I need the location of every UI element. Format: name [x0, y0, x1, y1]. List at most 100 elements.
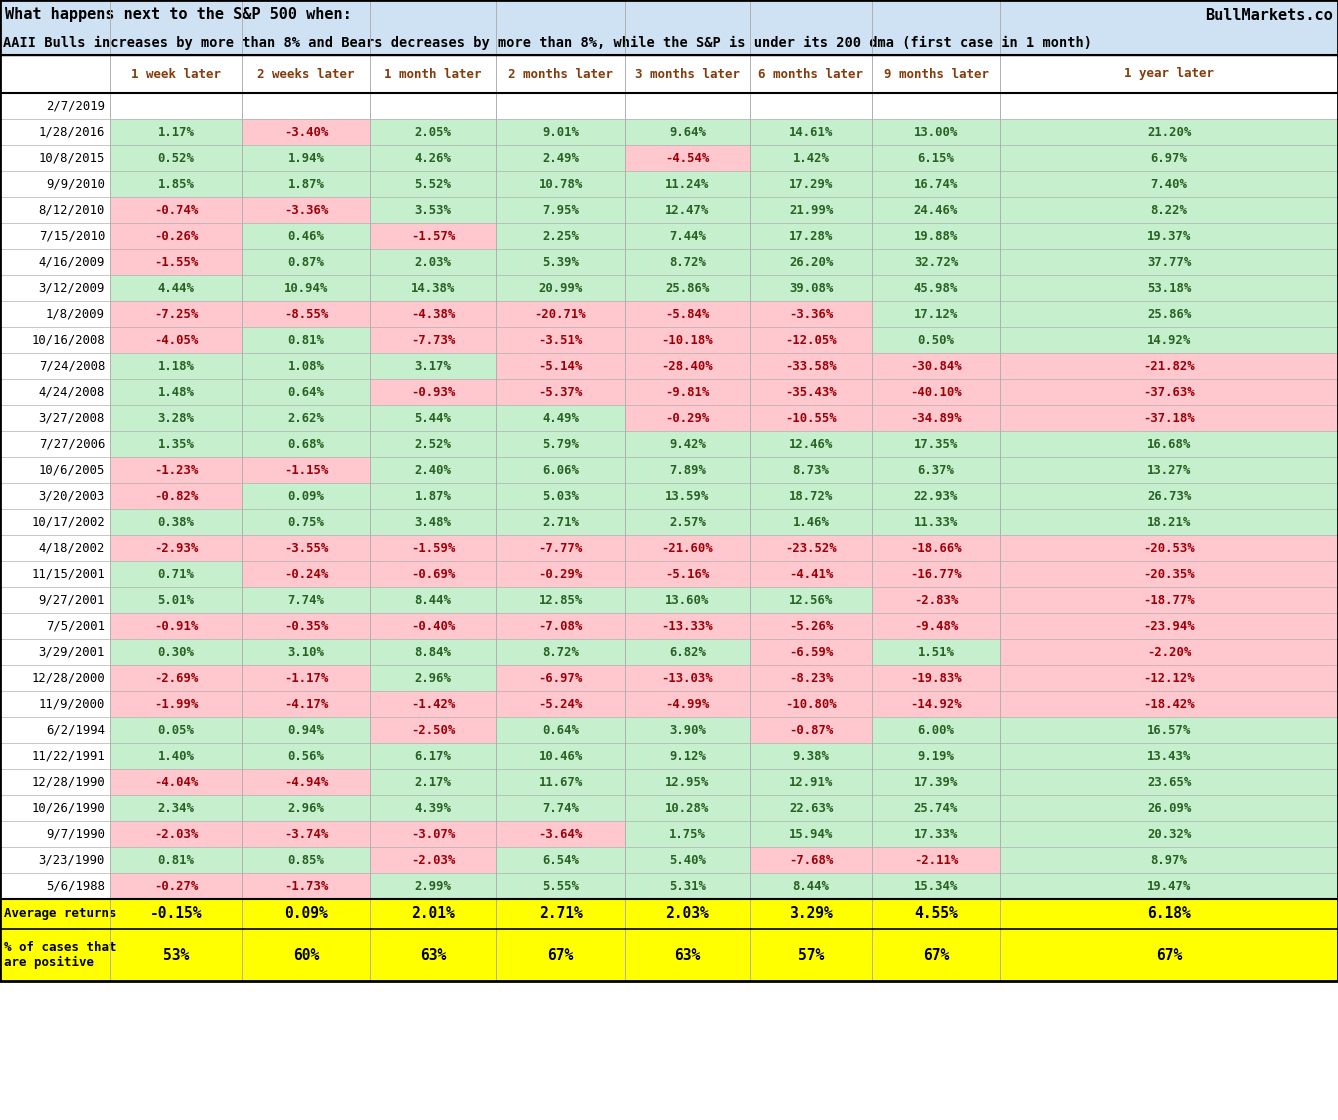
Text: -40.10%: -40.10%: [910, 385, 962, 399]
Text: -2.03%: -2.03%: [411, 853, 455, 867]
Bar: [625, 508, 751, 535]
Bar: [0, 457, 110, 483]
Bar: [625, 301, 751, 327]
Text: 9.42%: 9.42%: [669, 438, 706, 450]
Bar: [999, 613, 1338, 640]
Bar: [872, 223, 999, 249]
Text: 10/17/2002: 10/17/2002: [31, 515, 104, 529]
Bar: [0, 717, 110, 743]
Text: 10/26/1990: 10/26/1990: [31, 802, 104, 814]
Bar: [371, 640, 496, 665]
Text: 6.06%: 6.06%: [542, 464, 579, 476]
Bar: [242, 197, 371, 223]
Bar: [999, 431, 1338, 457]
Bar: [751, 379, 872, 405]
Bar: [625, 665, 751, 691]
Bar: [625, 535, 751, 561]
Bar: [0, 197, 110, 223]
Text: 32.72%: 32.72%: [914, 255, 958, 269]
Bar: [0, 249, 110, 276]
Text: 2 weeks later: 2 weeks later: [257, 67, 355, 81]
Text: -0.24%: -0.24%: [284, 568, 328, 580]
Text: 16.74%: 16.74%: [914, 177, 958, 190]
Text: 2.03%: 2.03%: [665, 906, 709, 922]
Text: 9/9/2010: 9/9/2010: [45, 177, 104, 190]
Text: 7/5/2001: 7/5/2001: [45, 619, 104, 633]
Bar: [371, 276, 496, 301]
Text: 0.71%: 0.71%: [158, 568, 194, 580]
Bar: [0, 535, 110, 561]
Bar: [0, 795, 110, 821]
Text: 53.18%: 53.18%: [1147, 281, 1191, 295]
Text: 25.86%: 25.86%: [665, 281, 709, 295]
Bar: [751, 691, 872, 717]
Text: 8.44%: 8.44%: [415, 594, 451, 607]
Text: 20.32%: 20.32%: [1147, 828, 1191, 840]
Text: -2.03%: -2.03%: [154, 828, 198, 840]
Text: 5.03%: 5.03%: [542, 489, 579, 503]
Bar: [496, 483, 625, 508]
Text: -0.35%: -0.35%: [284, 619, 328, 633]
Text: 18.21%: 18.21%: [1147, 515, 1191, 529]
Text: 4.55%: 4.55%: [914, 906, 958, 922]
Bar: [999, 223, 1338, 249]
Text: 22.63%: 22.63%: [789, 802, 834, 814]
Bar: [496, 276, 625, 301]
Bar: [371, 872, 496, 899]
Text: -0.15%: -0.15%: [150, 906, 202, 922]
Text: 17.28%: 17.28%: [789, 230, 834, 243]
Bar: [625, 405, 751, 431]
Text: 7.74%: 7.74%: [542, 802, 579, 814]
Bar: [872, 847, 999, 872]
Bar: [872, 379, 999, 405]
Bar: [872, 276, 999, 301]
Bar: [872, 119, 999, 144]
Text: 5.55%: 5.55%: [542, 879, 579, 893]
Bar: [242, 457, 371, 483]
Text: -0.29%: -0.29%: [665, 411, 709, 424]
Bar: [872, 405, 999, 431]
Bar: [242, 223, 371, 249]
Text: 0.85%: 0.85%: [288, 853, 324, 867]
Text: -3.07%: -3.07%: [411, 828, 455, 840]
Bar: [625, 223, 751, 249]
Bar: [371, 717, 496, 743]
Bar: [242, 872, 371, 899]
Text: -0.91%: -0.91%: [154, 619, 198, 633]
Bar: [872, 743, 999, 769]
Text: 21.99%: 21.99%: [789, 204, 834, 216]
Text: -10.18%: -10.18%: [662, 334, 713, 346]
Bar: [110, 327, 242, 353]
Bar: [872, 561, 999, 587]
Text: 0.50%: 0.50%: [918, 334, 954, 346]
Bar: [110, 197, 242, 223]
Text: -0.87%: -0.87%: [789, 724, 834, 737]
Bar: [751, 508, 872, 535]
Text: 4/24/2008: 4/24/2008: [39, 385, 104, 399]
Text: 10.28%: 10.28%: [665, 802, 709, 814]
Bar: [242, 561, 371, 587]
Bar: [110, 276, 242, 301]
Bar: [371, 847, 496, 872]
Text: 11.67%: 11.67%: [538, 775, 582, 788]
Text: 19.47%: 19.47%: [1147, 879, 1191, 893]
Bar: [999, 483, 1338, 508]
Text: 1 year later: 1 year later: [1124, 67, 1214, 81]
Bar: [625, 691, 751, 717]
Text: -4.94%: -4.94%: [284, 775, 328, 788]
Text: 11/22/1991: 11/22/1991: [31, 749, 104, 763]
Bar: [242, 640, 371, 665]
Text: 10.78%: 10.78%: [538, 177, 582, 190]
Text: 1.42%: 1.42%: [792, 151, 830, 165]
Text: -1.15%: -1.15%: [284, 464, 328, 476]
Bar: [110, 119, 242, 144]
Bar: [625, 457, 751, 483]
Text: 9 months later: 9 months later: [883, 67, 989, 81]
Bar: [371, 431, 496, 457]
Bar: [999, 769, 1338, 795]
Text: 1.35%: 1.35%: [158, 438, 194, 450]
Bar: [496, 405, 625, 431]
Text: -1.17%: -1.17%: [284, 672, 328, 684]
Text: 0.09%: 0.09%: [288, 489, 324, 503]
Bar: [496, 691, 625, 717]
